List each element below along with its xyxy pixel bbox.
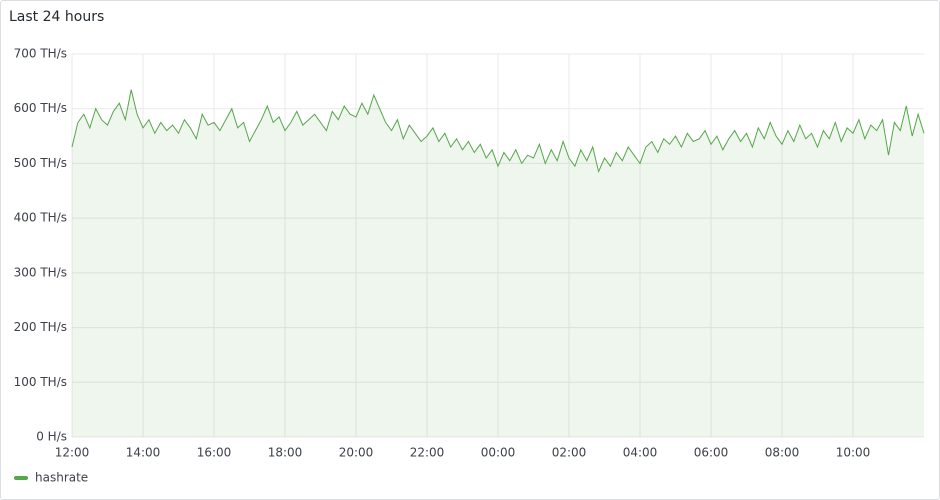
x-tick-label: 12:00: [55, 446, 90, 460]
y-tick-label: 200 TH/s: [14, 320, 67, 334]
x-tick-label: 00:00: [481, 446, 516, 460]
x-tick-label: 14:00: [126, 446, 161, 460]
x-tick-label: 04:00: [623, 446, 658, 460]
y-tick-label: 300 TH/s: [14, 265, 67, 279]
legend-label: hashrate: [35, 471, 88, 485]
x-tick-label: 10:00: [836, 446, 871, 460]
y-tick-label: 500 TH/s: [14, 156, 67, 170]
x-tick-label: 08:00: [765, 446, 800, 460]
chart-title: Last 24 hours: [9, 9, 104, 25]
y-tick-label: 100 TH/s: [14, 375, 67, 389]
y-tick-label: 0 H/s: [36, 430, 67, 444]
x-tick-label: 16:00: [197, 446, 232, 460]
area: [72, 89, 924, 437]
x-tick-label: 18:00: [268, 446, 303, 460]
y-tick-label: 700 TH/s: [14, 47, 67, 61]
x-tick-label: 02:00: [552, 446, 587, 460]
x-tick-label: 20:00: [339, 446, 374, 460]
x-tick-label: 22:00: [410, 446, 445, 460]
legend-swatch: [14, 476, 28, 480]
y-tick-label: 600 TH/s: [14, 101, 67, 115]
line: [71, 89, 925, 174]
x-tick-label: 06:00: [694, 446, 729, 460]
y-tick-label: 400 TH/s: [14, 211, 67, 225]
